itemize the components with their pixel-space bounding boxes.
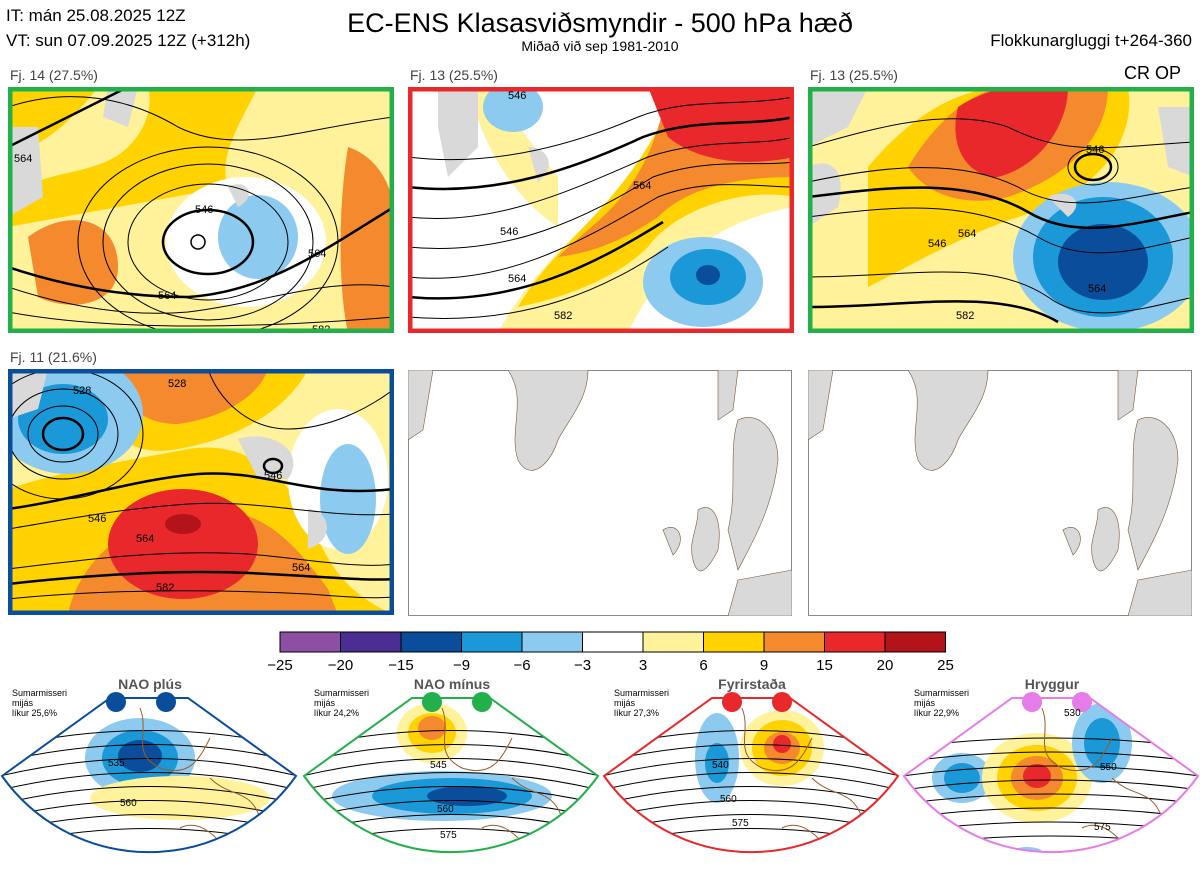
init-time: IT: mán 25.08.2025 12Z [6, 6, 186, 25]
regime-title: Fyrirstaða [718, 676, 786, 692]
colorbar-tick-label: −25 [267, 657, 292, 674]
colorbar-swatch [763, 631, 825, 653]
contour-label: 564 [158, 290, 176, 302]
colorbar-tick-label: 3 [639, 657, 647, 674]
contour-label: 564 [1088, 283, 1106, 295]
contour-label: 560 [437, 804, 454, 815]
contour-label: 575 [732, 818, 749, 829]
panel-4-label: Fj. 11 (21.6%) [10, 349, 97, 365]
colorbar-tick-label: 9 [760, 657, 768, 674]
colorbar-tick-label: 20 [877, 657, 894, 674]
regime-marker [722, 692, 742, 712]
contour-label: 582 [156, 582, 174, 594]
contour-label: 564 [136, 533, 154, 545]
panel-3-tag: CR OP [1124, 63, 1182, 83]
regime-title: NAO plús [118, 676, 182, 692]
regime-note: Sumarmisseri mijás líkur 25,6% [12, 688, 68, 718]
colorbar-swatch [521, 631, 583, 653]
contour-label: 546 [508, 90, 526, 102]
colorbar-tick-label: 6 [699, 657, 707, 674]
empty-map-6 [808, 370, 1192, 616]
regime-marker [1022, 692, 1042, 712]
colorbar-tick-label: −9 [453, 657, 470, 674]
page-title: EC-ENS Klasasviðsmyndir - 500 hPa hæð [347, 8, 853, 38]
colorbar-swatch [824, 631, 886, 653]
contour-label: 535 [108, 758, 125, 769]
colorbar: −25 −20 −15 −9 −6 −3 3 6 9 15 20 25 [255, 630, 965, 683]
contour-label: 560 [120, 798, 137, 809]
contour-label: 564 [14, 153, 32, 165]
regime-title: NAO mínus [413, 676, 491, 692]
colorbar-swatch [279, 631, 341, 653]
contour-label: 582 [554, 310, 572, 322]
contour-label: 546 [264, 470, 282, 482]
regime-panel: 535 560 NAO plús Sumarmisseri mijás líkur 25,… [0, 676, 298, 876]
contour-label: 545 [430, 760, 447, 771]
contour-label: 550 [1100, 762, 1117, 773]
contour-label: 575 [1094, 822, 1111, 833]
colorbar-tick-label: −20 [328, 657, 353, 674]
colorbar-swatch [582, 631, 644, 653]
colorbar-tick-label: −15 [388, 657, 413, 674]
contour-label: 546 [1086, 144, 1104, 156]
contour-label: 528 [168, 378, 186, 390]
contour-label: 564 [633, 180, 651, 192]
contour-label: 546 [88, 513, 106, 525]
colorbar-tick-label: −3 [574, 657, 591, 674]
contour-label: 582 [956, 310, 974, 322]
regime-note: Sumarmisseri mijás líkur 24,2% [314, 688, 370, 718]
regime-marker [156, 692, 176, 712]
cluster-map-2: 546 546 564 564 582 [408, 87, 794, 333]
panel-1-label: Fj. 14 (27.5%) [10, 67, 98, 83]
colorbar-swatch [703, 631, 765, 653]
colorbar-swatch [340, 631, 402, 653]
regime-panel: 530 550 575 Hryggur Sumarmisseri mijás líkur 2… [902, 676, 1200, 876]
colorbar-swatch [642, 631, 704, 653]
contour-label: 528 [73, 385, 91, 397]
contour-label: 546 [928, 238, 946, 250]
contour-label: 575 [440, 830, 457, 841]
regime-panel: 540 560 575 Fyrirstaða Sumarmisseri mijás líku… [602, 676, 900, 876]
contour-label: 546 [500, 226, 518, 238]
cluster-map-3: 546 546 564 564 582 [808, 87, 1194, 333]
panel-2-label: Fj. 13 (25.5%) [410, 67, 498, 83]
page-subtitle: Miðað við sep 1981-2010 [521, 38, 679, 54]
contour-label: 546 [195, 204, 213, 216]
panel-3-label: Fj. 13 (25.5%) [810, 67, 898, 83]
colorbar-tick-label: 15 [816, 657, 833, 674]
colorbar-swatch [461, 631, 523, 653]
colorbar-tick-label: 25 [937, 657, 954, 674]
classification-window: Flokkunargluggi t+264-360 [990, 31, 1192, 50]
regime-marker [472, 692, 492, 712]
regime-note: Sumarmisseri mijás líkur 22,9% [914, 688, 970, 718]
regime-marker [106, 692, 126, 712]
regime-marker [422, 692, 442, 712]
contour-label: 530 [1064, 708, 1081, 719]
cluster-map-4: 528 528 546 546 564 564 582 [8, 369, 394, 615]
contour-label: 564 [292, 562, 310, 574]
colorbar-tick-label: −6 [513, 657, 530, 674]
regime-marker [772, 692, 792, 712]
regime-panel: 545 560 575 NAO mínus Sumarmisseri mijás líkur… [302, 676, 600, 876]
contour-label: 540 [712, 760, 729, 771]
colorbar-swatch [400, 631, 462, 653]
cluster-map-1: 546 564 564 564 582 [8, 87, 394, 333]
contour-label: 564 [308, 248, 326, 260]
regime-title: Hryggur [1024, 676, 1080, 692]
regime-marker [1072, 692, 1092, 712]
regime-note: Sumarmisseri mijás líkur 27,3% [614, 688, 670, 718]
contour-label: 564 [958, 228, 976, 240]
contour-label: 564 [508, 273, 526, 285]
empty-map-5 [408, 370, 792, 616]
contour-label: 560 [720, 794, 737, 805]
colorbar-swatch [884, 631, 946, 653]
valid-time: VT: sun 07.09.2025 12Z (+312h) [6, 31, 251, 50]
